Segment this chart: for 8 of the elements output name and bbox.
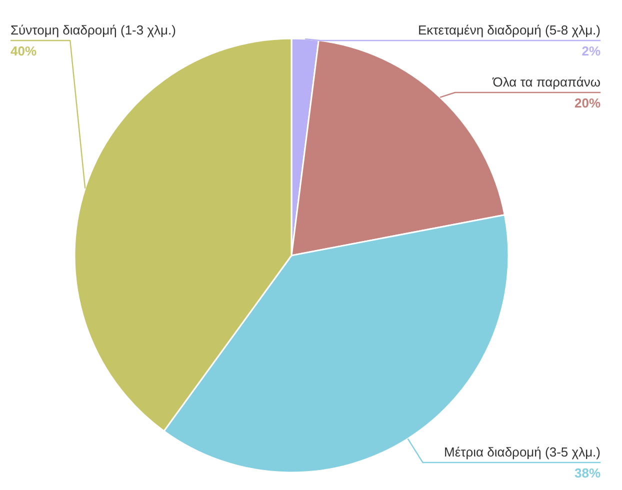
slice-label: Εκτεταμένη διαδρομή (5-8 χλμ.) (418, 22, 600, 38)
slice-label: Μέτρια διαδρομή (3-5 χλμ.) (444, 444, 601, 460)
slice-label: Σύντομη διαδρομή (1-3 χλμ.) (10, 22, 176, 38)
data-label: 2% (582, 44, 601, 58)
data-label: 40% (10, 44, 37, 58)
slice-label: Όλα τα παραπάνω (492, 74, 601, 90)
data-label: 20% (574, 96, 601, 110)
data-label: 38% (574, 466, 601, 480)
